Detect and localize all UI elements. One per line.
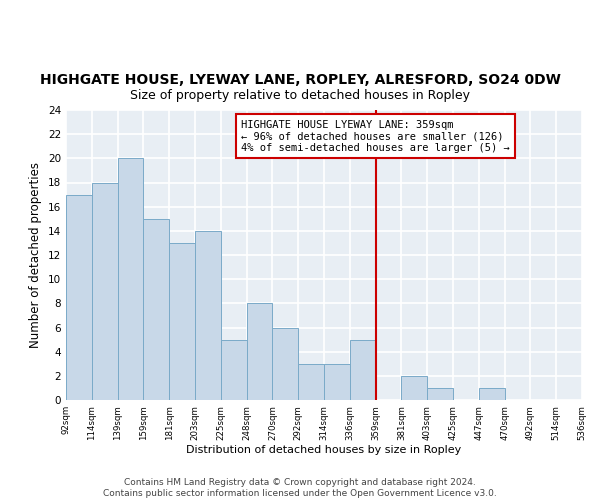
Text: Contains HM Land Registry data © Crown copyright and database right 2024.
Contai: Contains HM Land Registry data © Crown c…	[103, 478, 497, 498]
Text: HIGHGATE HOUSE LYEWAY LANE: 359sqm
← 96% of detached houses are smaller (126)
4%: HIGHGATE HOUSE LYEWAY LANE: 359sqm ← 96%…	[241, 120, 510, 153]
Text: HIGHGATE HOUSE, LYEWAY LANE, ROPLEY, ALRESFORD, SO24 0DW: HIGHGATE HOUSE, LYEWAY LANE, ROPLEY, ALR…	[40, 74, 560, 88]
Bar	[401, 376, 427, 400]
Bar	[66, 194, 92, 400]
Bar	[195, 231, 221, 400]
X-axis label: Distribution of detached houses by size in Ropley: Distribution of detached houses by size …	[187, 446, 461, 456]
Bar	[92, 182, 118, 400]
Bar	[298, 364, 324, 400]
Bar	[221, 340, 247, 400]
Bar	[118, 158, 143, 400]
Bar	[350, 340, 376, 400]
Bar	[143, 219, 169, 400]
Bar	[324, 364, 350, 400]
Bar	[272, 328, 298, 400]
Bar	[247, 304, 272, 400]
Bar	[479, 388, 505, 400]
Text: Size of property relative to detached houses in Ropley: Size of property relative to detached ho…	[130, 90, 470, 102]
Y-axis label: Number of detached properties: Number of detached properties	[29, 162, 43, 348]
Bar	[427, 388, 453, 400]
Bar	[169, 243, 195, 400]
